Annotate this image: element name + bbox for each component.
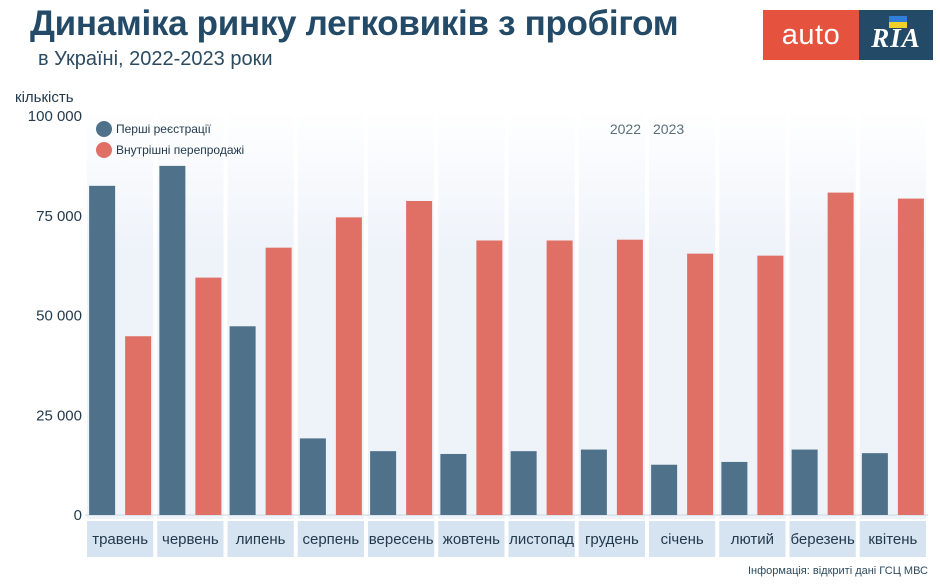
category-label: грудень xyxy=(585,531,639,548)
year-labels: 2022 2023 xyxy=(610,121,685,137)
bar-first-registrations xyxy=(299,438,326,515)
category-band xyxy=(578,521,645,557)
bar-resales xyxy=(757,255,784,515)
y-tick-label: 25 000 xyxy=(36,407,82,424)
category-label: травень xyxy=(92,531,148,548)
category-band xyxy=(649,521,716,557)
year-label-2023: 2023 xyxy=(653,121,684,137)
ukraine-flag-icon xyxy=(889,16,907,28)
autoria-logo: auto RIA xyxy=(763,10,933,60)
bar-resales xyxy=(827,192,854,515)
bar-first-registrations xyxy=(721,461,748,515)
bar-resales xyxy=(546,240,573,515)
category-label: жовтень xyxy=(443,531,500,548)
legend: Перші реєстрації Внутрішні перепродажі xyxy=(96,121,244,158)
category-band xyxy=(719,521,786,557)
category-band xyxy=(438,521,505,557)
bar-first-registrations xyxy=(651,464,678,515)
chart-title: Динаміка ринку легковиків з пробігом xyxy=(30,4,679,43)
y-tick-label: 100 000 xyxy=(28,108,82,125)
bar-first-registrations xyxy=(440,453,467,515)
logo-ria-text: RIA xyxy=(871,23,921,53)
bar-first-registrations xyxy=(791,449,818,515)
category-label: серпень xyxy=(303,531,360,548)
bar-resales xyxy=(406,200,433,515)
category-band xyxy=(227,521,294,557)
bar-first-registrations xyxy=(861,453,888,515)
category-label: вересень xyxy=(369,531,434,548)
y-tick-label: 75 000 xyxy=(36,208,82,225)
y-tick-label: 0 xyxy=(74,507,82,524)
bar-first-registrations xyxy=(580,449,607,515)
logo-auto-text: auto xyxy=(763,10,859,60)
category-band xyxy=(508,521,575,557)
category-label: листопад xyxy=(509,531,574,548)
bar-first-registrations xyxy=(229,326,256,515)
bar-first-registrations xyxy=(89,185,116,515)
category-label: квітень xyxy=(868,531,917,548)
year-label-2022: 2022 xyxy=(610,121,641,137)
category-label: лютий xyxy=(731,531,774,548)
category-labels: травень червень липень серпень вересень жовте… xyxy=(92,531,917,548)
legend-label: Перші реєстрації xyxy=(116,122,211,136)
category-band xyxy=(297,521,364,557)
legend-marker xyxy=(96,121,112,137)
logo-ria-block: RIA xyxy=(859,10,933,60)
category-label: червень xyxy=(162,531,219,548)
bar-resales xyxy=(476,240,503,515)
category-band xyxy=(157,521,224,557)
bar-resales xyxy=(616,239,643,515)
bar-resales xyxy=(897,198,924,515)
bar-resales xyxy=(195,277,222,515)
y-axis: кількість 0 25 000 50 000 75 000 100 000 xyxy=(15,89,928,524)
legend-label: Внутрішні перепродажі xyxy=(116,143,244,157)
category-label: березень xyxy=(790,531,854,548)
source-note: Інформація: відкриті дані ГСЦ МВС xyxy=(747,565,928,577)
category-band xyxy=(87,521,154,557)
y-axis-label: кількість xyxy=(15,89,74,106)
chart-subtitle: в Україні, 2022-2023 роки xyxy=(38,48,273,70)
category-band xyxy=(859,521,926,557)
category-label: липень xyxy=(236,531,286,548)
bar-resales xyxy=(125,336,152,515)
bar-first-registrations xyxy=(510,451,537,515)
bar-resales xyxy=(335,217,362,515)
bar-first-registrations xyxy=(159,165,186,515)
y-tick-label: 50 000 xyxy=(36,308,82,325)
category-band xyxy=(368,521,435,557)
bar-resales xyxy=(687,253,714,515)
bar-first-registrations xyxy=(370,451,397,515)
category-label: січень xyxy=(661,531,704,548)
category-band xyxy=(789,521,856,557)
bar-resales xyxy=(265,247,292,516)
legend-marker xyxy=(96,142,112,158)
bars xyxy=(89,165,924,516)
